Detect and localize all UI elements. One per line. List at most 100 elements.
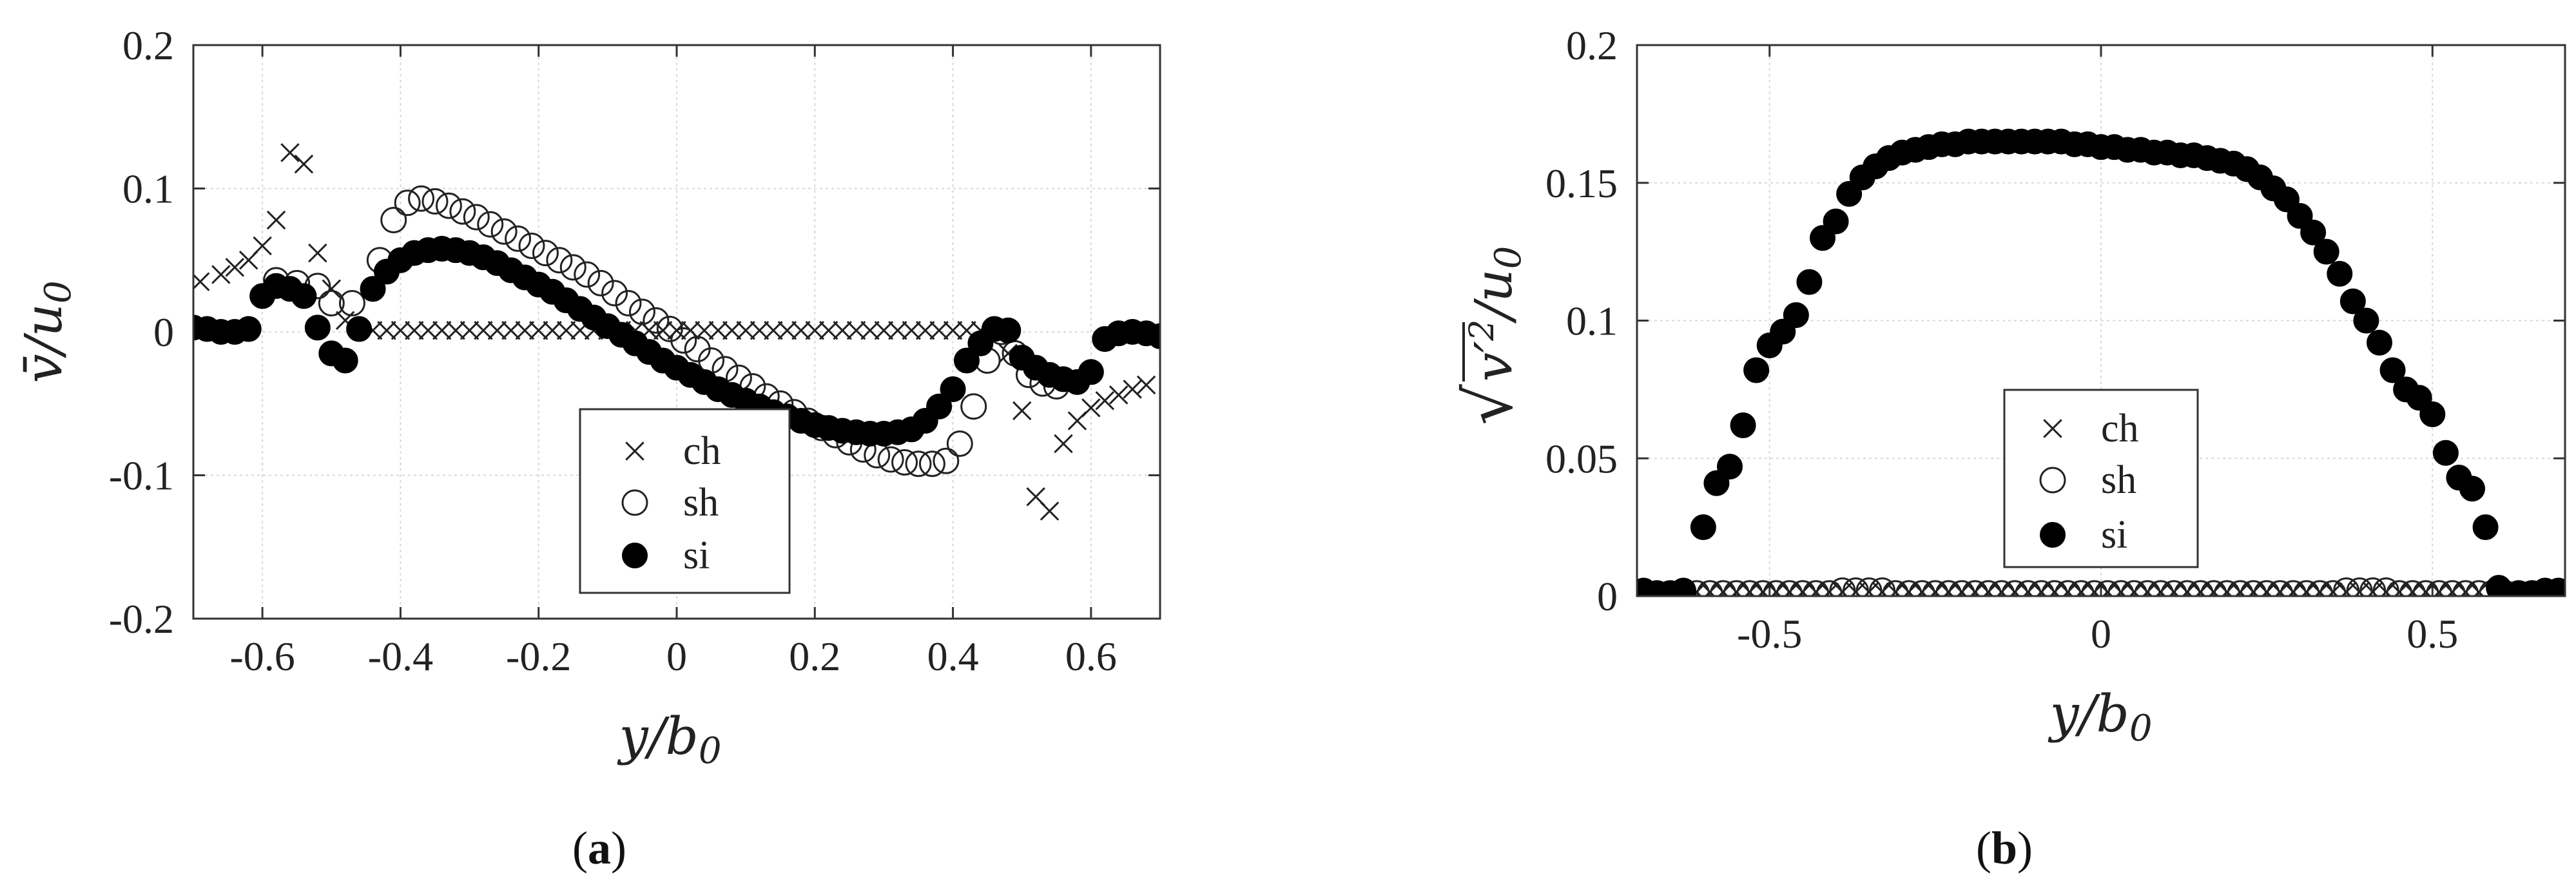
- data-point-ch: [2336, 582, 2356, 596]
- data-point-ch: [1846, 582, 1866, 596]
- legend-box-a: [579, 408, 791, 594]
- y-tick-label: 0.15: [1545, 160, 1618, 206]
- data-point-ch: [2376, 582, 2396, 596]
- svg-text:y/b0: y/b0: [2048, 684, 2153, 749]
- data-point-sh: [1763, 580, 1790, 596]
- tick-labels-a: -0.6 -0.4 -0.2 0 0.2 0.4 0.6 0.2 0.1 0 -0.1 -0.2: [109, 23, 1117, 679]
- data-point-si: [1671, 577, 1696, 596]
- data-point-sh: [2134, 580, 2161, 596]
- data-point-ch: [2164, 582, 2184, 596]
- data-point-ch: [2429, 582, 2449, 596]
- data-point-sh: [559, 254, 586, 281]
- data-point-sh: [1803, 580, 1830, 596]
- data-point-sh: [2028, 580, 2055, 596]
- x-tick-label: 0.2: [789, 633, 840, 679]
- data-point-sh: [574, 261, 601, 288]
- data-point-ch: [2031, 582, 2051, 596]
- chart-panel-a: -0.6 -0.4 -0.2 0 0.2 0.4 0.6 0.2 0.1 0 -0.1 -0.2 v̄…: [14, 23, 1161, 874]
- data-point-ch: [902, 321, 922, 340]
- data-point-ch: [915, 321, 935, 340]
- data-point-sh: [505, 225, 532, 252]
- data-point-si: [2419, 401, 2446, 427]
- x-axis-label-a: y/b0: [617, 706, 722, 772]
- data-point-ch: [1054, 434, 1073, 454]
- data-point-ch: [736, 321, 755, 340]
- data-point-ch: [2403, 582, 2423, 596]
- data-point-sh: [670, 327, 697, 354]
- data-point-sh: [546, 247, 573, 274]
- data-point-ch: [2416, 582, 2436, 596]
- data-point-ch: [1727, 582, 1747, 596]
- data-point-ch: [225, 258, 245, 277]
- x-tick-label: -0.2: [506, 633, 571, 679]
- data-point-ch: [528, 321, 548, 340]
- data-point-si: [2379, 357, 2406, 383]
- data-point-sh: [2267, 580, 2294, 596]
- data-point-si: [235, 316, 262, 342]
- data-point-ch: [2058, 582, 2078, 596]
- y-tick-label: -0.1: [109, 453, 174, 499]
- data-point-sh: [2386, 580, 2413, 596]
- data-point-sh: [2346, 577, 2373, 596]
- data-point-sh: [2293, 580, 2320, 596]
- data-point-ch: [2124, 582, 2144, 596]
- data-point-ch: [874, 321, 894, 340]
- data-point-ch: [266, 210, 286, 230]
- data-point-sh: [628, 298, 655, 325]
- data-point-sh: [2200, 580, 2227, 596]
- data-point-sh: [2439, 580, 2466, 596]
- data-point-sh: [1922, 580, 1949, 596]
- data-point-si: [2300, 219, 2327, 246]
- data-point-ch: [1779, 582, 1799, 596]
- data-point-sh: [1816, 580, 1843, 596]
- plot-frame-a: [192, 44, 1161, 620]
- tick-labels-b: -0.5 0 0.5 0.2 0.15 0.1 0.05 0: [1545, 23, 2458, 657]
- data-point-ch: [1713, 582, 1733, 596]
- data-point-ch: [2005, 582, 2025, 596]
- data-point-sh: [2452, 580, 2479, 596]
- data-point-sh: [394, 189, 421, 217]
- data-point-sh: [2055, 580, 2082, 596]
- data-point-sh: [2426, 580, 2453, 596]
- data-point-si: [1147, 323, 1160, 349]
- data-point-ch: [1753, 582, 1773, 596]
- data-point-sh: [1869, 577, 1896, 596]
- data-point-sh: [449, 198, 476, 225]
- data-point-ch: [2310, 582, 2330, 596]
- data-point-si: [332, 347, 358, 374]
- data-point-ch: [1979, 582, 1998, 596]
- svg-text:√v′2/u0: √v′2/u0: [1451, 246, 1529, 425]
- y-tick-label: 0.1: [122, 166, 174, 212]
- data-point-ch: [2350, 582, 2369, 596]
- data-point-si: [2472, 514, 2499, 541]
- data-point-ch: [515, 321, 535, 340]
- data-point-sh: [877, 446, 904, 473]
- x-tick-label: 0: [666, 633, 687, 679]
- data-point-ch: [1965, 582, 1985, 596]
- data-point-sh: [1975, 580, 2002, 596]
- data-point-sh: [490, 218, 518, 245]
- data-point-ch: [1793, 582, 1812, 596]
- data-point-ch: [1872, 582, 1892, 596]
- plot-frame-b: [1636, 44, 2566, 597]
- data-point-ch: [2270, 582, 2290, 596]
- data-point-sh: [2306, 580, 2333, 596]
- x-tick-label: -0.4: [368, 633, 433, 679]
- data-point-sh: [2359, 577, 2387, 596]
- data-point-ch: [860, 321, 880, 340]
- data-point-sh: [2094, 580, 2121, 596]
- legend-box-b: [2003, 389, 2199, 568]
- data-point-si: [2327, 260, 2353, 287]
- data-point-si: [2432, 439, 2459, 466]
- data-point-ch: [818, 321, 838, 340]
- data-point-sh: [643, 307, 670, 334]
- data-point-ch: [1859, 582, 1879, 596]
- legend-label-sh: sh: [683, 481, 719, 525]
- x-tick-label: 0: [2091, 611, 2111, 657]
- y-tick-label: 0.05: [1545, 436, 1618, 481]
- x-axis-label-b: y/b0: [2048, 684, 2153, 749]
- data-point-sh: [1696, 580, 1723, 596]
- data-point-ch: [2283, 582, 2303, 596]
- data-point-sh: [2068, 580, 2095, 596]
- series-si: [1637, 128, 2565, 596]
